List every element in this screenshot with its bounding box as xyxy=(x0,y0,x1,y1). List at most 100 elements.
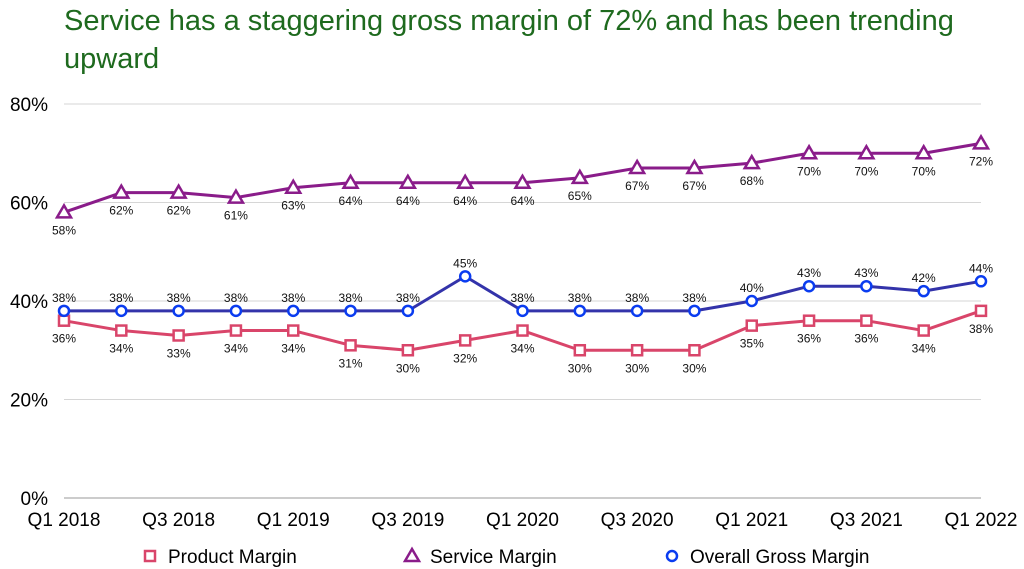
y-tick-label: 0% xyxy=(21,489,49,510)
overall-gross-margin-point xyxy=(573,304,587,318)
overall-gross-margin-data-label: 38% xyxy=(281,291,305,305)
overall-gross-margin-point xyxy=(344,304,357,318)
service-margin-data-label: 62% xyxy=(167,204,191,218)
x-tick-label: Q1 2022 xyxy=(945,510,1018,531)
product-margin-point xyxy=(974,304,988,318)
overall-gross-margin-data-label: 38% xyxy=(109,291,133,305)
overall-gross-margin-point xyxy=(401,304,415,318)
service-margin-point xyxy=(54,202,74,219)
service-margin-point xyxy=(284,178,303,194)
product-margin-data-label: 34% xyxy=(109,342,133,356)
overall-gross-margin-point xyxy=(974,275,988,288)
product-margin-data-label: 34% xyxy=(281,342,305,356)
service-margin-point xyxy=(398,173,418,190)
x-tick-label: Q3 2021 xyxy=(830,510,903,531)
x-tick-label: Q3 2019 xyxy=(371,510,444,531)
legend-service-margin-label: Service Margin xyxy=(430,547,557,568)
service-margin-point xyxy=(112,183,131,199)
overall-gross-margin-data-label: 43% xyxy=(797,266,821,280)
y-tick-label: 80% xyxy=(10,95,48,116)
overall-gross-margin-data-label: 40% xyxy=(740,281,764,295)
overall-gross-margin-data-label: 38% xyxy=(167,291,191,305)
service-margin-data-label: 67% xyxy=(682,179,706,193)
legend-product-margin-marker xyxy=(143,549,157,563)
overall-gross-margin-data-label: 38% xyxy=(568,291,592,305)
service-margin-data-label: 72% xyxy=(969,154,993,168)
overall-gross-margin-point xyxy=(688,304,701,318)
overall-gross-margin-data-label: 38% xyxy=(625,291,649,305)
product-margin-data-label: 34% xyxy=(510,342,534,356)
service-margin-data-label: 70% xyxy=(797,164,821,178)
chart-title: Service has a staggering gross margin of… xyxy=(64,5,954,75)
overall-gross-margin-point xyxy=(458,270,472,283)
overall-gross-margin-data-label: 44% xyxy=(969,261,993,275)
product-margin-data-label: 31% xyxy=(339,356,363,370)
service-margin-data-label: 67% xyxy=(625,179,649,193)
service-margin-data-label: 64% xyxy=(396,194,420,208)
service-margin-data-label: 64% xyxy=(453,194,477,208)
overall-gross-margin-point xyxy=(57,304,71,318)
product-margin-data-label: 35% xyxy=(740,337,764,351)
product-margin-point xyxy=(229,324,243,337)
overall-gross-margin-data-label: 38% xyxy=(52,291,76,305)
overall-gross-margin-point xyxy=(745,294,758,308)
product-margin-point xyxy=(172,329,185,342)
product-margin-data-label: 30% xyxy=(396,361,420,375)
service-margin-data-label: 61% xyxy=(224,209,248,223)
product-margin-point xyxy=(458,334,472,347)
legend-product-margin-label: Product Margin xyxy=(168,547,297,568)
service-margin-point xyxy=(456,173,475,190)
legend-overall-gross-margin-marker xyxy=(665,549,679,563)
product-margin-point xyxy=(401,344,415,357)
service-margin-point xyxy=(685,158,704,175)
overall-gross-margin-data-label: 38% xyxy=(510,291,534,305)
product-margin-data-label: 30% xyxy=(568,361,592,375)
product-margin-point xyxy=(115,324,128,337)
service-margin-data-label: 65% xyxy=(568,189,592,203)
product-margin-point xyxy=(573,344,587,357)
product-margin-point xyxy=(860,314,873,327)
product-margin-data-label: 34% xyxy=(912,342,936,356)
product-margin-data-label: 36% xyxy=(854,332,878,346)
service-margin-point xyxy=(799,143,819,160)
product-margin-data-label: 32% xyxy=(453,351,477,365)
product-margin-point xyxy=(688,344,701,357)
product-margin-data-label: 30% xyxy=(682,361,706,375)
legend-overall-gross-margin-label: Overall Gross Margin xyxy=(690,547,870,568)
overall-gross-margin-data-label: 38% xyxy=(396,291,420,305)
service-margin-data-label: 68% xyxy=(740,174,764,188)
overall-gross-margin-data-label: 38% xyxy=(339,291,363,305)
service-margin-point xyxy=(857,143,876,160)
overall-gross-margin-point xyxy=(630,304,644,318)
product-margin-data-label: 36% xyxy=(797,332,821,346)
product-margin-point xyxy=(57,314,71,327)
overall-gross-margin-point xyxy=(860,279,873,293)
service-margin-point xyxy=(169,183,188,199)
service-margin-data-label: 70% xyxy=(912,164,936,178)
product-margin-data-label: 30% xyxy=(625,361,649,375)
y-tick-label: 40% xyxy=(10,292,48,313)
service-margin-data-label: 64% xyxy=(339,194,363,208)
product-margin-point xyxy=(344,339,357,352)
service-margin-point xyxy=(513,173,532,190)
service-margin-data-label: 64% xyxy=(510,194,534,208)
service-margin-data-label: 70% xyxy=(854,164,878,178)
service-margin-point xyxy=(627,158,647,175)
product-margin-point xyxy=(516,324,529,337)
y-tick-label: 20% xyxy=(10,391,48,412)
overall-gross-margin-point xyxy=(802,279,816,293)
service-margin-point xyxy=(341,173,360,190)
service-margin-point xyxy=(742,153,761,170)
service-margin-data-label: 62% xyxy=(109,204,133,218)
product-margin-data-label: 33% xyxy=(167,346,191,360)
product-margin-point xyxy=(630,344,644,357)
overall-gross-margin-data-label: 45% xyxy=(453,256,477,270)
overall-gross-margin-data-label: 43% xyxy=(854,266,878,280)
x-tick-label: Q1 2021 xyxy=(715,510,788,531)
overall-gross-margin-data-label: 42% xyxy=(912,271,936,285)
y-tick-label: 60% xyxy=(10,194,48,215)
x-tick-label: Q1 2018 xyxy=(28,510,101,531)
product-margin-point xyxy=(745,319,758,332)
x-tick-label: Q3 2018 xyxy=(142,510,215,531)
